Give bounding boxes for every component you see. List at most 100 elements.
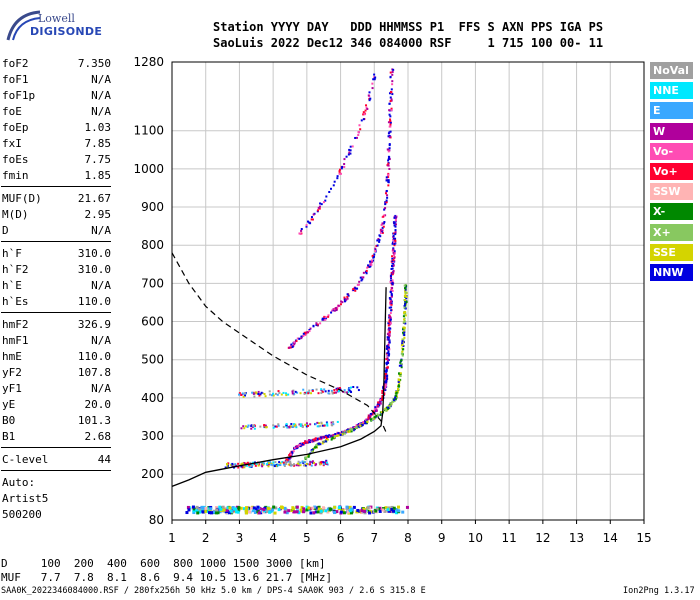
echo-point xyxy=(294,423,297,426)
echo-point xyxy=(404,314,407,317)
echo-point xyxy=(366,266,369,269)
echo-point xyxy=(378,240,381,243)
echo-point xyxy=(357,131,360,134)
echo-point xyxy=(387,176,390,179)
echo-point xyxy=(304,332,307,335)
echo-point xyxy=(366,420,369,423)
echo-point xyxy=(244,425,247,428)
echo-point xyxy=(305,225,308,228)
echo-point xyxy=(385,347,388,350)
echo-point xyxy=(388,306,391,309)
echo-point xyxy=(402,344,405,347)
echo-point xyxy=(297,511,301,515)
echo-point xyxy=(277,390,280,393)
echo-point xyxy=(383,387,386,390)
echo-point xyxy=(375,244,378,247)
param-row: fmin 1.85 xyxy=(1,168,111,184)
echo-point xyxy=(353,428,356,431)
echo-point xyxy=(305,422,308,425)
echo-point xyxy=(271,464,274,467)
echo-point xyxy=(387,121,390,124)
echo-point xyxy=(392,232,395,235)
echo-point xyxy=(388,341,391,344)
echo-point xyxy=(257,390,260,393)
echo-point xyxy=(344,298,347,301)
echo-point xyxy=(403,336,406,339)
echo-point xyxy=(332,423,335,426)
echo-point xyxy=(324,318,327,321)
echo-point xyxy=(229,509,233,513)
x-tick-label: 4 xyxy=(269,531,277,545)
echo-point xyxy=(249,461,252,464)
param-row: B1 2.68 xyxy=(1,429,111,445)
echo-point xyxy=(333,435,336,438)
echo-point xyxy=(402,348,405,351)
echo-point xyxy=(384,201,387,204)
echo-point xyxy=(243,427,246,430)
echo-point xyxy=(242,395,245,398)
echo-point xyxy=(231,462,234,465)
echo-point xyxy=(392,248,395,251)
echo-point xyxy=(405,505,409,509)
echo-point xyxy=(302,335,305,338)
echo-point xyxy=(393,250,396,253)
legend-item: E xyxy=(650,102,693,120)
echo-point xyxy=(336,175,339,178)
echo-point xyxy=(293,464,296,467)
echo-point xyxy=(314,510,318,514)
echo-point xyxy=(316,510,320,514)
echo-point xyxy=(315,463,318,466)
parameter-panel: foF2 7.350 foF1 N/A foF1p N/A foE N/A foEp 1.03 fx… xyxy=(1,56,111,523)
echo-point xyxy=(312,461,315,464)
echo-point xyxy=(282,463,285,466)
echo-point xyxy=(393,222,396,225)
echo-point xyxy=(309,511,313,515)
echo-point xyxy=(324,509,328,513)
echo-point xyxy=(390,281,393,284)
param-value: 107.8 xyxy=(77,366,111,379)
echo-point xyxy=(386,377,389,380)
echo-point xyxy=(390,267,393,270)
echo-point xyxy=(395,391,398,394)
echo-point xyxy=(404,287,407,290)
echo-point xyxy=(327,435,330,438)
echo-point xyxy=(240,393,243,396)
echo-point xyxy=(311,448,314,451)
echo-point xyxy=(333,505,337,509)
param-value: 101.3 xyxy=(77,414,111,427)
echo-point xyxy=(318,207,321,210)
echo-point xyxy=(400,364,403,367)
echo-point xyxy=(225,466,228,469)
param-label: hmF1 xyxy=(2,334,29,347)
echo-point xyxy=(351,429,354,432)
echo-point xyxy=(283,506,287,510)
echo-point xyxy=(282,391,285,394)
echo-point xyxy=(371,260,374,263)
echo-point xyxy=(302,507,306,511)
echo-point xyxy=(262,508,266,512)
echo-point xyxy=(259,425,262,428)
echo-point xyxy=(389,275,392,278)
echo-point xyxy=(389,298,392,301)
echo-point xyxy=(392,247,395,250)
echo-point xyxy=(287,463,290,466)
param-label: h`E xyxy=(2,279,22,292)
echo-point xyxy=(270,463,273,466)
echo-point xyxy=(384,192,387,195)
echo-point xyxy=(338,434,341,437)
echo-point xyxy=(224,506,228,510)
param-label: foF2 xyxy=(2,57,29,70)
echo-point xyxy=(240,465,243,468)
echo-point xyxy=(386,366,389,369)
echo-point xyxy=(388,109,391,112)
param-value: 110.0 xyxy=(77,350,111,363)
echo-point xyxy=(387,350,390,353)
echo-point xyxy=(384,506,388,510)
echo-point xyxy=(390,309,393,312)
echo-point xyxy=(389,276,392,279)
echo-point xyxy=(384,207,387,210)
legend-item: Vo+ xyxy=(650,162,693,180)
echo-point xyxy=(218,505,222,509)
echo-point xyxy=(300,423,303,426)
echo-point xyxy=(293,392,296,395)
